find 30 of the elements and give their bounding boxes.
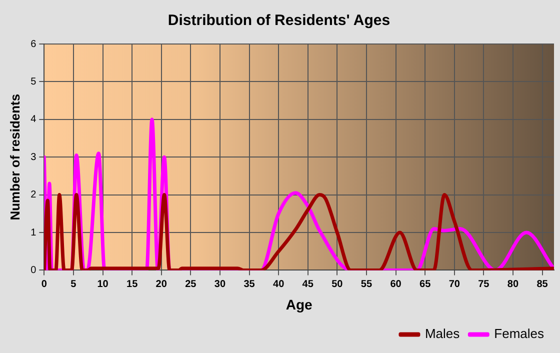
x-tick-label: 15 (126, 278, 138, 290)
legend-label: Females (494, 326, 544, 342)
x-axis-title: Age (286, 296, 313, 312)
x-tick-label: 10 (97, 278, 109, 290)
x-tick-label: 50 (332, 278, 344, 290)
x-tick-label: 80 (507, 278, 519, 290)
x-tick-label: 5 (70, 278, 77, 290)
x-tick-label: 20 (156, 278, 168, 290)
chart-title: Distribution of Residents' Ages (168, 12, 390, 30)
x-tick-label: 25 (185, 278, 197, 290)
y-tick-label: 5 (30, 76, 37, 88)
y-tick-label: 3 (30, 152, 37, 163)
x-tick-label: 0 (41, 278, 48, 290)
y-tick-label: 2 (30, 190, 37, 201)
x-tick-label: 60 (390, 278, 402, 290)
y-axis-title: Number of residents (7, 94, 22, 220)
x-tick-label: 70 (448, 278, 460, 290)
x-tick-label: 85 (536, 278, 548, 290)
y-tick-label: 4 (30, 114, 37, 126)
x-tick-label: 65 (420, 278, 432, 290)
x-tick-label: 55 (360, 278, 372, 290)
legend-label: Males (424, 326, 460, 342)
y-tick-label: 1 (30, 227, 37, 238)
x-tick-label: 30 (214, 278, 226, 290)
y-tick-label: 0 (30, 264, 37, 276)
x-tick-label: 40 (273, 278, 285, 290)
y-tick-label: 6 (30, 38, 37, 50)
x-tick-label: 45 (302, 278, 314, 290)
x-tick-label: 75 (478, 278, 490, 290)
x-tick-label: 35 (244, 278, 256, 290)
